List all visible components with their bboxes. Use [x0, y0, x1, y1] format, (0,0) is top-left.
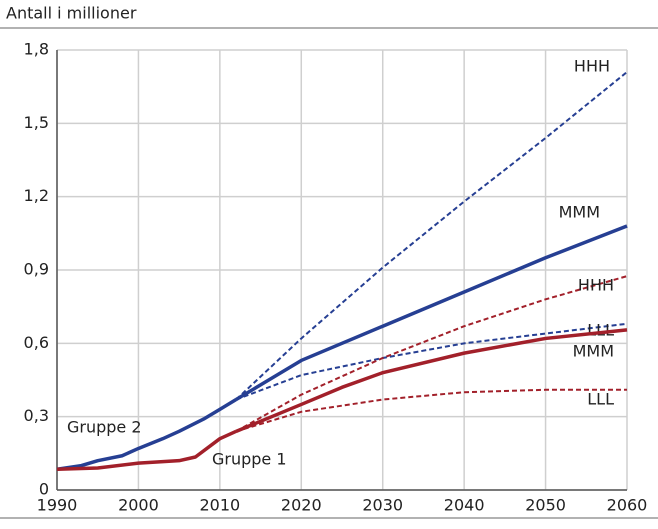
x-tick-label: 2040: [444, 496, 485, 515]
x-tick-label: 2060: [607, 496, 648, 515]
series-line: [235, 322, 628, 401]
series-label: MMM: [573, 342, 614, 361]
x-tick-label: 2010: [199, 496, 240, 515]
y-tick-label: 0,9: [24, 260, 49, 279]
y-tick-label: 1,8: [24, 40, 49, 59]
x-tick-label: 2020: [281, 496, 322, 515]
series-line: [56, 429, 237, 471]
y-tick-label: 1,2: [24, 186, 49, 205]
y-tick-label: 1,5: [24, 113, 49, 132]
series-label: HHH: [574, 57, 610, 76]
y-tick-label: 0,3: [24, 406, 49, 425]
x-tick-label: 2050: [525, 496, 566, 515]
y-tick-label: 0: [39, 480, 49, 499]
y-tick-label: 0,6: [24, 333, 49, 352]
series-label: HHH: [578, 276, 614, 295]
series-label: LLL: [587, 390, 614, 409]
series-line: [235, 224, 628, 402]
series-line: [235, 71, 628, 401]
series-line: [235, 328, 628, 433]
chart-title: Antall i millioner: [6, 4, 137, 23]
series-label: Gruppe 2: [67, 418, 142, 437]
x-tick-label: 1990: [37, 496, 78, 515]
series-label: MMM: [559, 203, 600, 222]
series-label: Gruppe 1: [212, 450, 287, 469]
x-tick-label: 2000: [118, 496, 159, 515]
series-line: [56, 398, 238, 471]
x-tick-label: 2030: [362, 496, 403, 515]
series-line: [235, 388, 627, 433]
